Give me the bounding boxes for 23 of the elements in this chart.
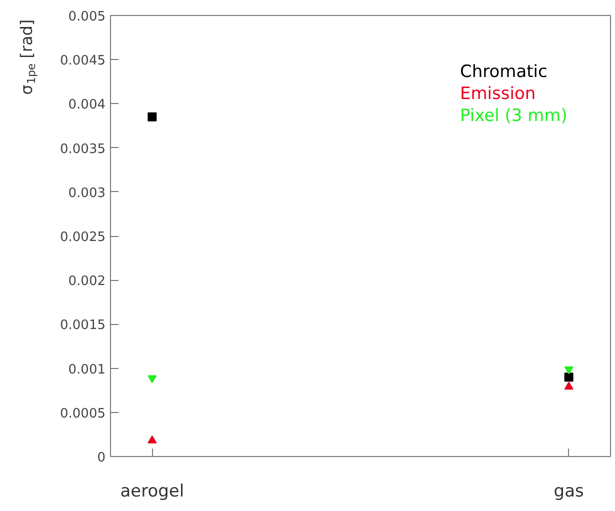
point — [148, 436, 157, 444]
point — [564, 366, 574, 374]
y-tick-label: 0.002 — [68, 274, 106, 290]
text: Chromatic — [460, 62, 548, 82]
y-tick-label: 0.0025 — [60, 230, 106, 245]
y-tick-label: 0.001 — [68, 362, 106, 378]
y-tick-label: 0.0015 — [60, 318, 106, 334]
x-tick-label: gas — [554, 482, 584, 502]
text: Pixel (3 mm) — [460, 106, 568, 126]
y-tick-label: 0.003 — [68, 186, 106, 201]
y-tick-label: 0.004 — [68, 98, 106, 113]
y-tick-label: 0.0035 — [60, 142, 106, 157]
y-tick-label: 0 — [97, 450, 106, 466]
y-tick-label: 0.005 — [68, 10, 106, 24]
point — [564, 382, 574, 390]
y-axis-title: σ1pe [rad] — [17, 19, 38, 95]
point — [148, 375, 157, 384]
x-tick-label: aerogel — [120, 482, 184, 502]
point — [564, 372, 574, 382]
y-tick-label: 0.0005 — [60, 406, 106, 422]
point — [148, 112, 157, 122]
y-tick-label: 0.0045 — [60, 54, 106, 69]
text: Emission — [460, 84, 536, 104]
